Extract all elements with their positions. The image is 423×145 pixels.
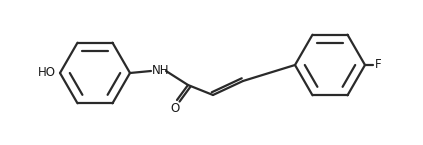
Text: NH: NH [152, 65, 170, 77]
Text: O: O [170, 103, 180, 116]
Text: HO: HO [38, 67, 56, 79]
Text: F: F [375, 58, 382, 71]
